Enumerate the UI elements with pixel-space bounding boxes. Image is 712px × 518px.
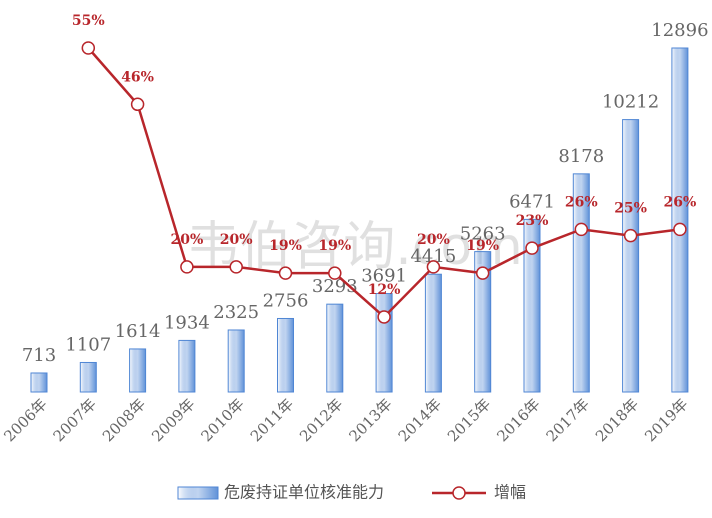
x-tick-label: 2011年 [247,395,297,445]
bar-value-label: 3691 [361,266,407,287]
line-marker [229,260,243,274]
bar [129,348,147,393]
bar [227,329,245,393]
line-value-label: 20% [220,232,253,248]
line-marker [623,228,638,243]
x-tick-label: 2010年 [198,395,248,445]
line-marker [525,241,539,255]
bar-value-label: 1107 [65,334,111,355]
line-value-label: 55% [72,13,105,29]
bar [671,47,689,393]
bar-value-label: 12896 [651,20,708,41]
line-value-label: 25% [614,201,647,217]
bar [523,218,541,393]
line-value-label: 26% [565,194,598,210]
bar-value-label: 10212 [602,92,659,113]
line-marker [475,266,490,280]
line-value-label: 12% [368,282,401,298]
legend-swatch [452,486,466,500]
line-value-label: 23% [516,213,549,229]
line-marker [81,41,96,55]
x-tick-label: 2018年 [592,395,642,445]
line-marker [278,266,293,280]
x-tick-label: 2016年 [493,395,543,445]
bar [424,273,442,393]
line-marker [130,97,145,112]
line-value-label: 19% [466,238,499,254]
line-marker [328,266,342,280]
bar [326,303,344,393]
x-tick-label: 2014年 [395,395,445,445]
bar-value-label: 713 [22,345,56,366]
bar-value-label: 1934 [164,312,210,333]
bar [178,339,196,393]
x-tick-label: 2008年 [99,395,149,445]
line-marker [673,222,687,237]
line-marker [426,260,441,274]
line-marker [377,310,391,324]
x-tick-label: 2006年 [0,395,50,445]
x-tick-label: 2009年 [148,395,198,445]
legend-swatch [177,486,219,500]
line-value-label: 46% [121,69,154,85]
x-tick-label: 2012年 [296,395,346,445]
bar [30,372,48,393]
line-value-label: 19% [318,238,351,254]
x-tick-label: 2017年 [543,395,593,445]
x-tick-label: 2013年 [345,395,395,445]
bar [375,293,393,393]
line-marker [574,222,589,237]
bar-value-label: 3293 [312,276,358,297]
x-tick-label: 2007年 [50,395,100,445]
bar [79,361,97,393]
line-value-label: 20% [417,232,450,248]
bar-value-label: 1614 [115,321,161,342]
bar-value-label: 5263 [460,224,506,245]
x-tick-label: 2019年 [641,395,691,445]
bar-value-label: 6471 [509,191,555,212]
line-marker [180,260,194,274]
x-tick-label: 2015年 [444,395,494,445]
legend-label: 危废持证单位核准能力 [224,483,384,502]
line-value-label: 20% [171,232,204,248]
legend-label: 增幅 [494,483,526,502]
line-value-label: 26% [664,194,697,210]
bar-value-label: 4415 [410,246,456,267]
line-value-label: 19% [269,238,302,254]
bar [277,317,294,393]
bar [622,119,640,393]
bar-value-label: 2756 [263,290,309,311]
bar [474,251,492,393]
bar-value-label: 8178 [558,146,604,167]
bar-value-label: 2325 [213,302,259,323]
